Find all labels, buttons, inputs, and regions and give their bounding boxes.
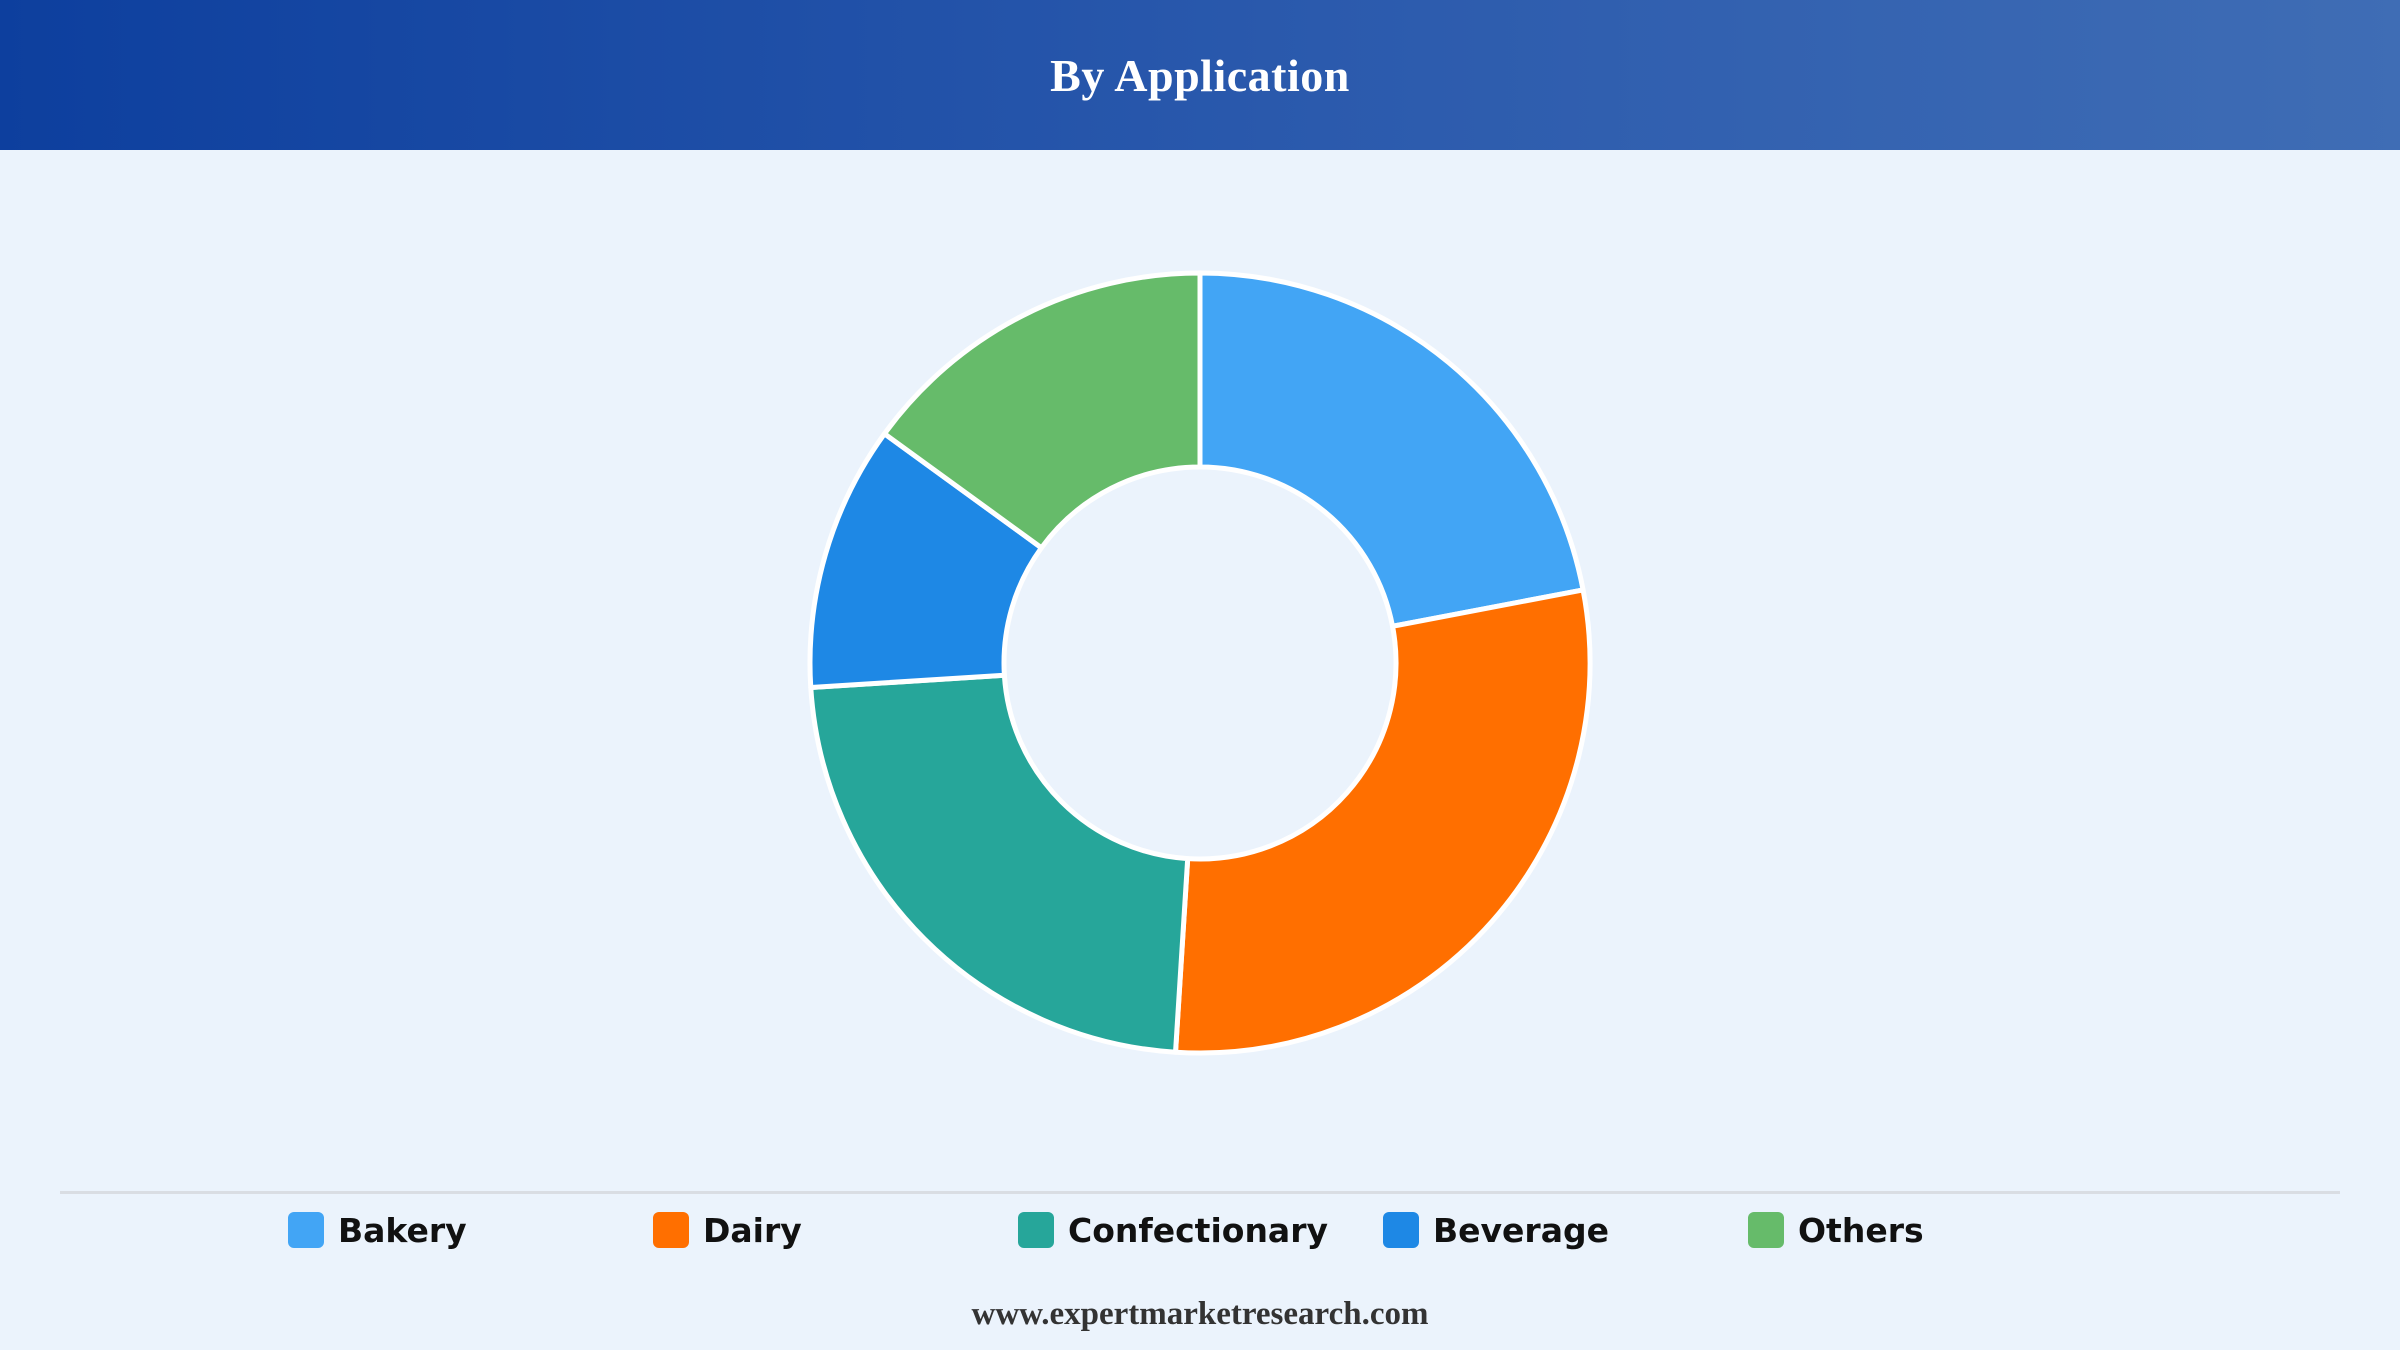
legend-swatch: [288, 1212, 324, 1248]
legend-label: Bakery: [338, 1210, 467, 1250]
source-url: www.expertmarketresearch.com: [971, 1296, 1429, 1332]
chart-legend: Bakery Dairy Confectionary Beverage Others: [0, 1205, 2400, 1255]
chart-title: By Application: [1050, 49, 1350, 101]
chart-area: [0, 150, 2400, 1190]
chart-header: By Application: [0, 0, 2400, 150]
legend-swatch: [653, 1212, 689, 1248]
legend-item-bakery[interactable]: Bakery: [288, 1205, 467, 1255]
slice-others[interactable]: [881, 270, 1203, 551]
slice-confectionary[interactable]: [808, 672, 1191, 1055]
slice-beverage[interactable]: [807, 431, 1044, 690]
legend-item-others[interactable]: Others: [1748, 1205, 1924, 1255]
legend-swatch: [1748, 1212, 1784, 1248]
legend-label: Others: [1798, 1210, 1924, 1250]
slice-dairy[interactable]: [1173, 587, 1593, 1056]
legend-item-dairy[interactable]: Dairy: [653, 1205, 802, 1255]
slice-bakery[interactable]: [1197, 270, 1586, 629]
legend-label: Confectionary: [1068, 1210, 1328, 1250]
legend-item-confectionary[interactable]: Confectionary: [1018, 1205, 1328, 1255]
legend-swatch: [1383, 1212, 1419, 1248]
legend-divider: [60, 1191, 2340, 1194]
legend-swatch: [1018, 1212, 1054, 1248]
legend-label: Beverage: [1433, 1210, 1609, 1250]
legend-item-beverage[interactable]: Beverage: [1383, 1205, 1609, 1255]
donut-chart: [807, 270, 1593, 1056]
legend-label: Dairy: [703, 1210, 802, 1250]
